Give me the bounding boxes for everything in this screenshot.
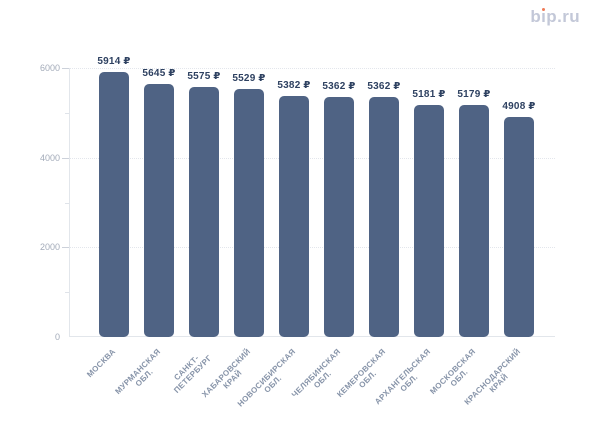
y-axis-minor-tick — [65, 113, 69, 114]
bar-value-label: 5914 ₽ — [97, 56, 131, 67]
x-axis-category-label-line: МОСКВА — [85, 347, 118, 380]
bar[interactable] — [414, 105, 444, 337]
plot-area: 5914 ₽ МОСКВА 5645 ₽ МУРМАНСКАЯ ОБЛ. 5575 ₽ СА… — [62, 56, 555, 409]
bar[interactable] — [369, 97, 399, 337]
bar[interactable] — [99, 72, 129, 337]
x-axis-category-label: МОСКВА — [85, 347, 117, 379]
y-axis-major-tick — [62, 158, 69, 159]
y-axis-tick-label: 4000 — [39, 153, 60, 163]
bar-value-label: 4908 ₽ — [502, 101, 536, 112]
bar-value-label: 5179 ₽ — [457, 89, 491, 100]
bar[interactable] — [459, 105, 489, 337]
bar-value-label: 5382 ₽ — [277, 80, 311, 91]
y-gridline — [69, 68, 555, 69]
y-axis-minor-tick — [65, 292, 69, 293]
y-axis-line — [69, 68, 70, 337]
x-axis-category-label: МУРМАНСКАЯ ОБЛ. — [113, 347, 168, 402]
y-axis-tick-label: 0 — [54, 332, 60, 342]
logo-text-pru: p.ru — [546, 7, 580, 26]
y-axis-major-tick — [62, 68, 69, 69]
bar-value-label: 5362 ₽ — [367, 81, 401, 92]
bip-ru-logo[interactable]: bı p.ru — [530, 7, 580, 27]
bar-value-label: 5181 ₽ — [412, 89, 446, 100]
x-axis-line — [69, 336, 555, 337]
logo-text-b: b — [530, 7, 542, 26]
y-axis-major-tick — [62, 247, 69, 248]
bar[interactable] — [234, 89, 264, 337]
logo-orange-dot-icon — [542, 8, 546, 11]
y-axis-tick-label: 6000 — [39, 63, 60, 73]
bar-value-label: 5645 ₽ — [142, 68, 176, 79]
y-gridline — [69, 247, 555, 248]
bar-value-label: 5575 ₽ — [187, 71, 221, 82]
y-gridline — [69, 158, 555, 159]
bar[interactable] — [279, 96, 309, 337]
bar[interactable] — [189, 87, 219, 337]
y-axis-tick-label: 2000 — [39, 242, 60, 252]
y-axis-minor-tick — [65, 203, 69, 204]
bar[interactable] — [324, 97, 354, 337]
logo-letter-i: ı — [541, 7, 547, 26]
bar-value-label: 5362 ₽ — [322, 81, 356, 92]
bar[interactable] — [144, 84, 174, 337]
bar[interactable] — [504, 117, 534, 337]
bar-value-label: 5529 ₽ — [232, 73, 266, 84]
